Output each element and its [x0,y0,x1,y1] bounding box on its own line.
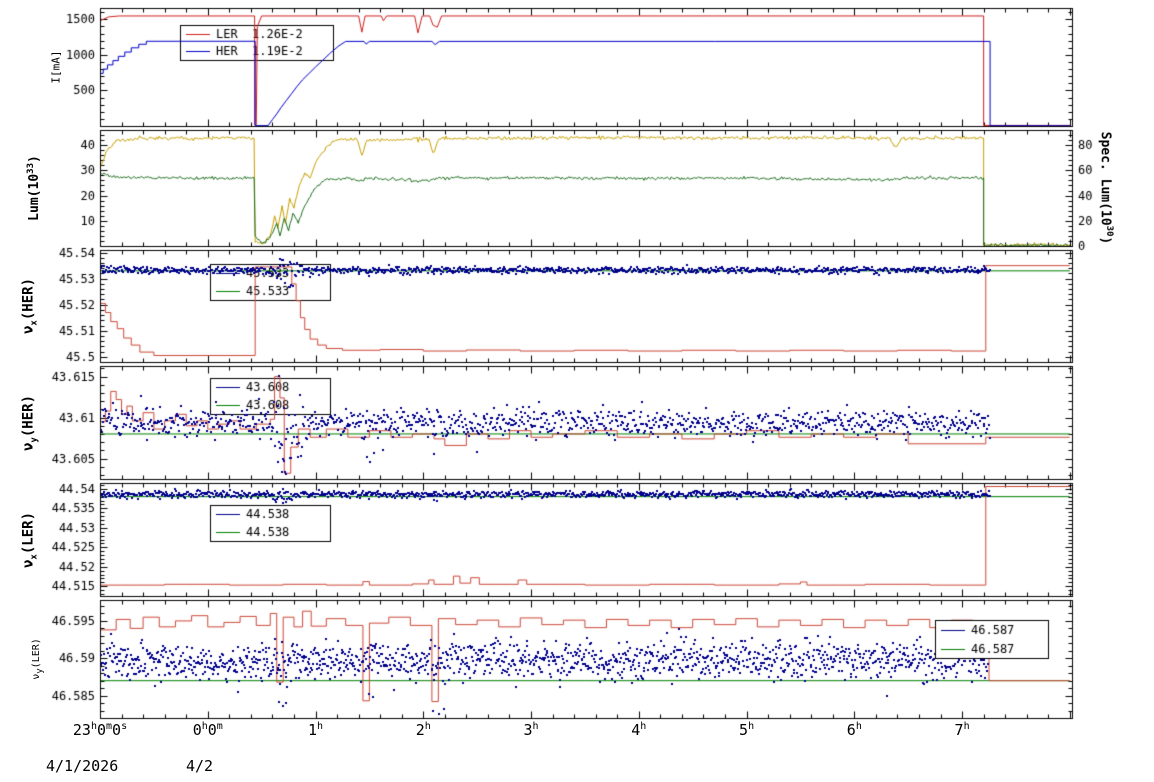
x-tick-label: 23h0m0s [72,721,128,739]
x-tick-label: 5h [739,721,755,739]
y-axis-label-nu-y-ler: νy(LER) [31,638,45,680]
x-tick-label: 2h [415,721,431,739]
x-tick-label: 6h [846,721,862,739]
x-tick-label: 4h [631,721,647,739]
y-axis-label-nu-x-ler: νx(LER) [20,511,40,568]
x-tick-label: 3h [523,721,539,739]
right-axis-label: Spec. Lum(1030) [1097,131,1115,245]
x-tick-label: 0h0m [192,721,223,739]
x-tick-label: 7h [954,721,970,739]
x-tick-label: 1h [307,721,324,739]
y-axis-label-nu-y-her: νy(HER) [20,394,40,451]
y-axis-label-luminosity: Lum(1033) [25,155,43,221]
y-axis-label-nu-x-her: νx(HER) [20,277,40,335]
y-axis-label-beam-current: I[mA] [49,50,63,84]
date-label-start: 4/1/2026 [46,757,119,775]
date-label-next: 4/2 [186,757,214,775]
